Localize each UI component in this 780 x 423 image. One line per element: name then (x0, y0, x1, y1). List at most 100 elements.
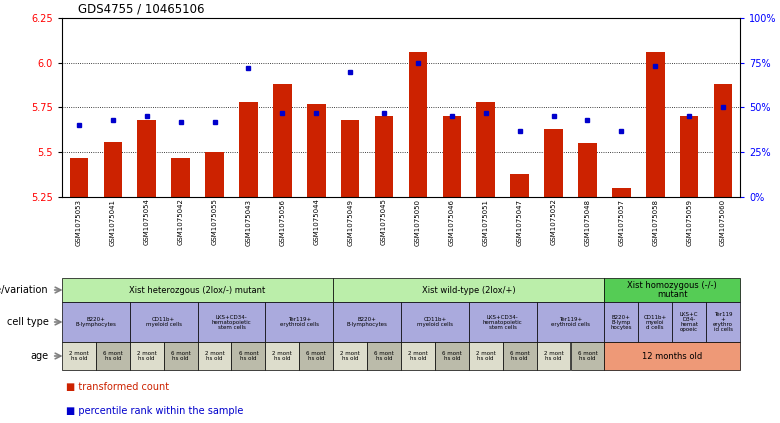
Text: 6 mont
hs old: 6 mont hs old (374, 351, 394, 361)
Text: GSM1075043: GSM1075043 (246, 199, 251, 246)
Bar (477, 102, 495, 197)
Text: 6 mont
hs old: 6 mont hs old (171, 351, 190, 361)
Text: CD11b+
myeloid cells: CD11b+ myeloid cells (146, 317, 182, 327)
Text: 2 mont
hs old: 2 mont hs old (136, 351, 157, 361)
Bar (374, 116, 393, 197)
Text: GSM1075050: GSM1075050 (415, 199, 421, 246)
Text: 6 mont
hs old: 6 mont hs old (307, 351, 326, 361)
Bar (537, 342, 570, 370)
Bar (680, 116, 698, 197)
Bar (333, 342, 367, 370)
Bar (62, 278, 333, 302)
Bar (612, 188, 631, 197)
Bar (273, 84, 292, 197)
Text: 2 mont
hs old: 2 mont hs old (204, 351, 225, 361)
Bar (435, 342, 469, 370)
Bar (265, 302, 333, 342)
Text: B220+
B-lymphocytes: B220+ B-lymphocytes (346, 317, 388, 327)
Bar (570, 342, 604, 370)
Text: 6 mont
hs old: 6 mont hs old (577, 351, 597, 361)
Bar (205, 152, 224, 197)
Bar (401, 342, 435, 370)
Text: GSM1075048: GSM1075048 (584, 199, 590, 246)
Text: 2 mont
hs old: 2 mont hs old (476, 351, 495, 361)
Text: 2 mont
hs old: 2 mont hs old (340, 351, 360, 361)
Text: CD11b+
myeloid cells: CD11b+ myeloid cells (417, 317, 453, 327)
Text: LKS+CD34-
hematopoietic
stem cells: LKS+CD34- hematopoietic stem cells (483, 314, 523, 330)
Text: 6 mont
hs old: 6 mont hs old (239, 351, 258, 361)
Text: Ter119+
erythroid cells: Ter119+ erythroid cells (551, 317, 590, 327)
Text: GSM1075058: GSM1075058 (652, 199, 658, 246)
Text: Xist wild-type (2lox/+): Xist wild-type (2lox/+) (422, 286, 516, 294)
Text: GSM1075047: GSM1075047 (516, 199, 523, 246)
Bar (341, 120, 360, 197)
Text: Ter119
+
erythro
id cells: Ter119 + erythro id cells (713, 312, 733, 332)
Bar (706, 302, 740, 342)
Text: 12 months old: 12 months old (642, 352, 702, 360)
Text: GSM1075041: GSM1075041 (110, 199, 116, 246)
Text: Xist heterozgous (2lox/-) mutant: Xist heterozgous (2lox/-) mutant (129, 286, 266, 294)
Text: GSM1075055: GSM1075055 (211, 199, 218, 245)
Bar (469, 342, 502, 370)
Text: GSM1075051: GSM1075051 (483, 199, 489, 246)
Text: GSM1075057: GSM1075057 (619, 199, 624, 246)
Text: 6 mont
hs old: 6 mont hs old (510, 351, 530, 361)
Bar (232, 342, 265, 370)
Text: genotype/variation: genotype/variation (0, 285, 48, 295)
Text: B220+
B-lymphocytes: B220+ B-lymphocytes (76, 317, 116, 327)
Text: 2 mont
hs old: 2 mont hs old (544, 351, 563, 361)
Text: GSM1075059: GSM1075059 (686, 199, 692, 246)
Bar (469, 302, 537, 342)
Bar (604, 302, 638, 342)
Text: GSM1075044: GSM1075044 (314, 199, 319, 245)
Text: 2 mont
hs old: 2 mont hs old (408, 351, 427, 361)
Bar (197, 342, 232, 370)
Bar (307, 104, 325, 197)
Text: 2 mont
hs old: 2 mont hs old (272, 351, 292, 361)
Bar (69, 158, 88, 197)
Bar (333, 278, 604, 302)
Bar (137, 120, 156, 197)
Text: B220+
B-lymp
hocytes: B220+ B-lymp hocytes (611, 314, 632, 330)
Text: Ter119+
erythroid cells: Ter119+ erythroid cells (280, 317, 319, 327)
Text: cell type: cell type (6, 317, 48, 327)
Bar (409, 52, 427, 197)
Bar (129, 302, 197, 342)
Text: GSM1075054: GSM1075054 (144, 199, 150, 245)
Bar (544, 129, 563, 197)
Text: GSM1075042: GSM1075042 (178, 199, 183, 245)
Text: GSM1075060: GSM1075060 (720, 199, 726, 246)
Bar (96, 342, 129, 370)
Bar (442, 116, 461, 197)
Text: 2 mont
hs old: 2 mont hs old (69, 351, 89, 361)
Bar (537, 302, 604, 342)
Bar (265, 342, 300, 370)
Text: LKS+C
D34-
hemat
opoeic: LKS+C D34- hemat opoeic (680, 312, 698, 332)
Bar (646, 52, 665, 197)
Bar (300, 342, 333, 370)
Bar (367, 342, 401, 370)
Bar (672, 302, 706, 342)
Bar (502, 342, 537, 370)
Text: GSM1075053: GSM1075053 (76, 199, 82, 246)
Text: Xist homozygous (-/-)
mutant: Xist homozygous (-/-) mutant (627, 281, 717, 299)
Text: GSM1075056: GSM1075056 (279, 199, 285, 246)
Text: ■ transformed count: ■ transformed count (66, 382, 169, 392)
Bar (578, 143, 597, 197)
Text: GSM1075049: GSM1075049 (347, 199, 353, 246)
Bar (401, 302, 469, 342)
Text: LKS+CD34-
hematopoietic
stem cells: LKS+CD34- hematopoietic stem cells (211, 314, 251, 330)
Bar (172, 158, 190, 197)
Text: ■ percentile rank within the sample: ■ percentile rank within the sample (66, 406, 243, 416)
Bar (604, 342, 740, 370)
Bar (239, 102, 257, 197)
Bar (164, 342, 197, 370)
Text: age: age (30, 351, 48, 361)
Text: 6 mont
hs old: 6 mont hs old (103, 351, 122, 361)
Bar (104, 142, 122, 197)
Bar (510, 174, 529, 197)
Bar (197, 302, 265, 342)
Text: 6 mont
hs old: 6 mont hs old (442, 351, 462, 361)
Bar (638, 302, 672, 342)
Text: GSM1075052: GSM1075052 (551, 199, 557, 245)
